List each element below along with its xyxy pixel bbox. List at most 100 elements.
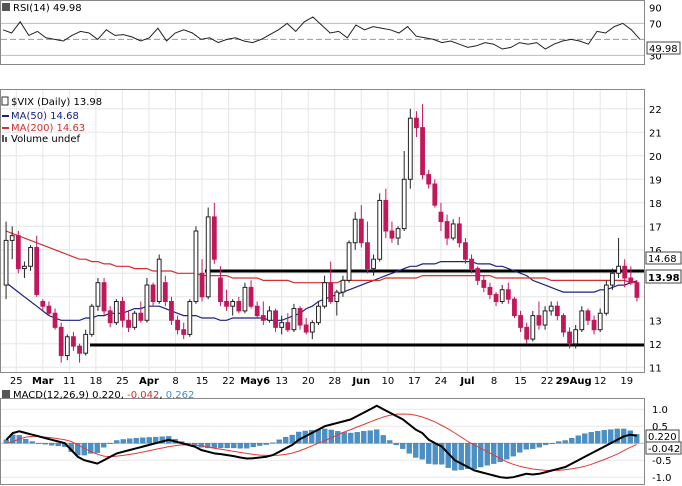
macd-histogram-bar	[140, 437, 146, 444]
candle-body-down	[107, 310, 113, 324]
macd-line	[5, 404, 637, 479]
candle	[267, 306, 272, 323]
candle-body-down	[297, 308, 303, 326]
candle-body-down	[273, 310, 278, 328]
rsi-legend-swatch	[2, 3, 10, 11]
candle	[322, 275, 327, 309]
x-tick-label: 8	[491, 376, 497, 387]
candle	[83, 329, 89, 356]
candle-body-up	[548, 305, 554, 312]
candle-body-down	[518, 315, 523, 328]
candle-body-up	[187, 301, 193, 335]
candle	[334, 289, 340, 316]
candle	[328, 261, 334, 304]
candle	[597, 308, 603, 333]
legend-candle-swatch	[1, 96, 9, 106]
x-tick-label: Apr	[139, 376, 159, 387]
candle	[603, 280, 609, 316]
candle	[377, 193, 383, 262]
candle-body-down	[40, 301, 46, 307]
candle-body-down	[34, 246, 40, 295]
macd-histogram-bar	[374, 429, 380, 444]
signal-value-tag	[645, 441, 682, 455]
candle	[156, 254, 162, 304]
candle	[530, 310, 536, 342]
candle-body-down	[438, 211, 444, 223]
candle-body-down	[150, 284, 156, 302]
price-y-tick: 22	[649, 105, 662, 116]
candle-body-up	[95, 282, 101, 307]
candle-body-up	[371, 258, 376, 270]
candle	[101, 278, 107, 316]
candle	[358, 205, 364, 248]
macd-histogram-bar	[361, 431, 367, 444]
candle-body-up	[530, 315, 536, 340]
candle	[77, 343, 82, 363]
macd-histogram-bar	[270, 442, 276, 444]
price-y-tick: 19	[649, 175, 662, 186]
candle	[273, 308, 278, 333]
macd-histogram-bar	[114, 440, 120, 444]
x-tick-label: 19	[620, 376, 633, 387]
macd-histogram-bar	[289, 434, 295, 444]
candle	[395, 226, 401, 246]
x-tick-label: 28	[328, 376, 341, 387]
candle	[303, 317, 309, 335]
candle-body-up	[499, 289, 505, 302]
macd-histogram-bar	[133, 437, 139, 444]
candle-body-up	[291, 308, 297, 331]
macd-histogram-bar	[88, 443, 94, 454]
candle-body-up	[316, 305, 321, 324]
candle-body-down	[444, 221, 450, 239]
macd-histogram-bar	[432, 443, 438, 465]
rsi-legend: RSI(14) 49.98	[2, 3, 82, 14]
candle-body-up	[144, 284, 150, 321]
macd-histogram-bar	[608, 429, 614, 444]
macd-histogram-bar	[510, 443, 516, 457]
candle	[95, 278, 101, 311]
candle	[450, 219, 456, 241]
candle	[40, 299, 46, 311]
macd-histogram-bar	[426, 443, 432, 464]
candle-body-down	[481, 279, 487, 288]
candle-body-down	[211, 216, 217, 260]
candle-body-down	[199, 272, 205, 298]
macd-histogram-bar	[400, 443, 406, 449]
macd-histogram-bar	[465, 443, 471, 469]
candle	[89, 303, 95, 337]
candle	[224, 289, 229, 311]
candle-body-down	[554, 305, 560, 317]
last-price-tag-text: 13.98	[648, 273, 680, 284]
macd-histogram-bar	[75, 443, 81, 456]
candle	[316, 301, 321, 325]
candle	[536, 301, 542, 330]
candle-body-up	[352, 218, 358, 244]
candle-body-up	[395, 228, 401, 239]
candle-body-down	[15, 235, 21, 270]
candle	[15, 231, 21, 274]
candle-body-up	[230, 301, 236, 307]
candle	[499, 285, 505, 304]
candle-body-down	[426, 174, 432, 185]
candle-body-up	[3, 239, 9, 286]
candle-body-up	[346, 242, 352, 281]
macd-histogram-bar	[205, 443, 211, 449]
candle	[383, 188, 389, 239]
candle	[279, 315, 285, 335]
price-y-tick: 12	[649, 340, 662, 351]
macd-histogram-bar	[29, 441, 35, 444]
macd-histogram-bar	[419, 443, 425, 460]
candle	[365, 221, 370, 274]
candle	[622, 259, 628, 288]
macd-histogram-bar	[55, 443, 61, 447]
macd-histogram-bar	[575, 435, 581, 444]
candle-body-down	[505, 289, 511, 300]
x-tick-label: 15	[196, 376, 209, 387]
candle	[150, 282, 156, 307]
macd-histogram-bar	[231, 443, 237, 449]
candle	[542, 306, 548, 330]
candle-body-down	[328, 282, 334, 303]
price-y-tick: 17	[649, 222, 662, 233]
legend-ma200: MA(200) 14.63	[11, 123, 85, 134]
x-tick-label: 22	[541, 376, 554, 387]
